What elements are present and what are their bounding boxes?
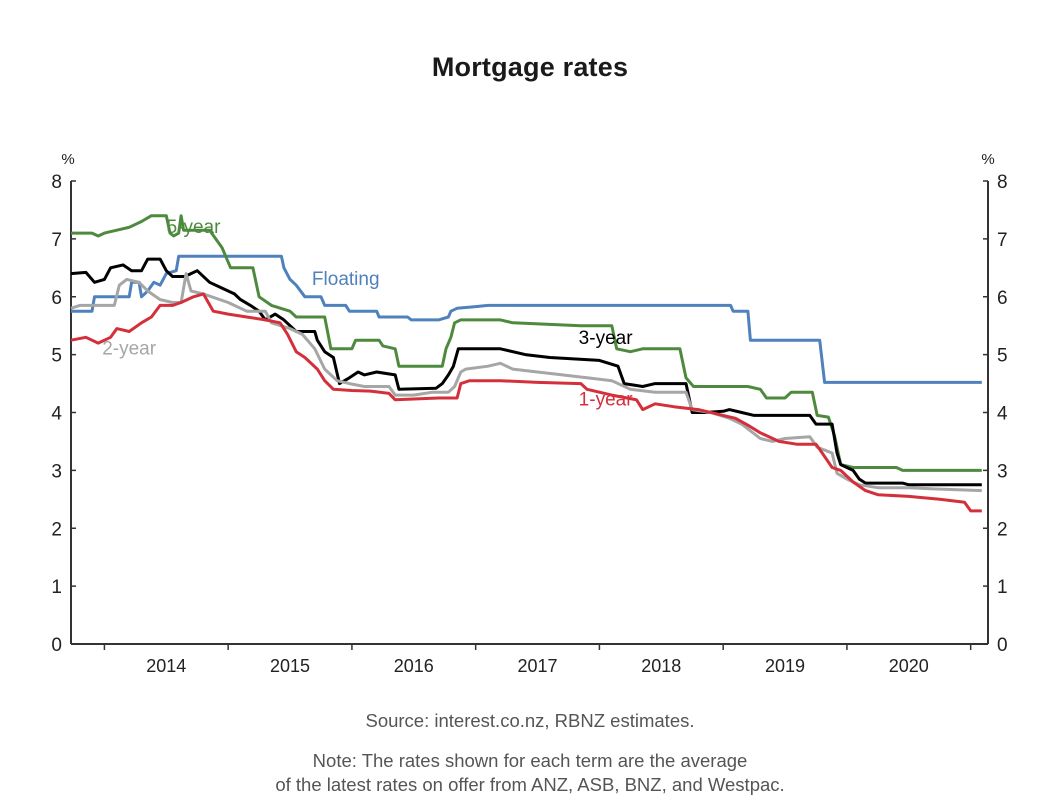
y-unit-label-right: % [981,151,994,168]
y-tick-label-left: 4 [51,404,62,425]
y-tick-label-left: 3 [51,461,62,482]
y-tick-label-left: 0 [51,635,62,656]
source-note: Source: interest.co.nz, RBNZ estimates. [365,710,695,731]
series-label-floating: Floating [312,269,380,290]
x-tick-label: 2015 [270,656,310,676]
series-line-3-year [70,257,982,487]
series-label-1-year: 1-year [579,390,634,411]
series-group [70,214,982,513]
y-tick-label-right: 8 [997,172,1008,193]
y-tick-label-left: 2 [51,519,62,540]
y-tick-label-left: 1 [51,577,62,598]
y-tick-label-right: 2 [997,519,1008,540]
line-chart: 0 0 1 1 2 2 3 3 4 4 5 5 6 6 7 7 8 8% % 2014 2015 2016 2017 2018… [51,151,1008,676]
y-tick-label-left: 7 [51,230,62,251]
x-tick-label: 2016 [394,656,434,676]
series-labels: Floating 5-year 3-year 2-year 1-year [102,217,633,410]
x-tick-label: 2017 [518,656,558,676]
y-tick-label-right: 4 [997,404,1008,425]
y-tick-label-right: 1 [997,577,1008,598]
series-label-2-year: 2-year [102,339,157,360]
x-tick-label: 2019 [765,656,805,676]
y-tick-label-right: 0 [997,635,1008,656]
x-tick-label: 2020 [889,656,929,676]
y-tick-label-left: 6 [51,288,62,309]
y-tick-label-right: 6 [997,288,1008,309]
y-tick-label-right: 5 [997,346,1008,367]
note-line-2: of the latest rates on offer from ANZ, A… [275,774,785,795]
y-unit-label-left: % [61,151,74,168]
series-line-1-year [70,292,982,513]
y-tick-label-right: 3 [997,461,1008,482]
series-label-3-year: 3-year [579,328,634,349]
chart-title: Mortgage rates [431,52,629,82]
axes: 0 0 1 1 2 2 3 3 4 4 5 5 6 6 7 7 8 8% % 2014 2015 2016 2017 2018… [51,151,1008,676]
series-label-5-year: 5-year [167,217,222,238]
series-line-5-year [71,214,982,472]
series-line-floating [71,254,982,384]
y-tick-label-left: 5 [51,346,62,367]
note-line-1: Note: The rates shown for each term are … [312,750,748,771]
x-tick-label: 2014 [146,656,186,676]
y-tick-label-left: 8 [51,172,62,193]
y-tick-label-right: 7 [997,230,1008,251]
x-tick-label: 2018 [641,656,681,676]
